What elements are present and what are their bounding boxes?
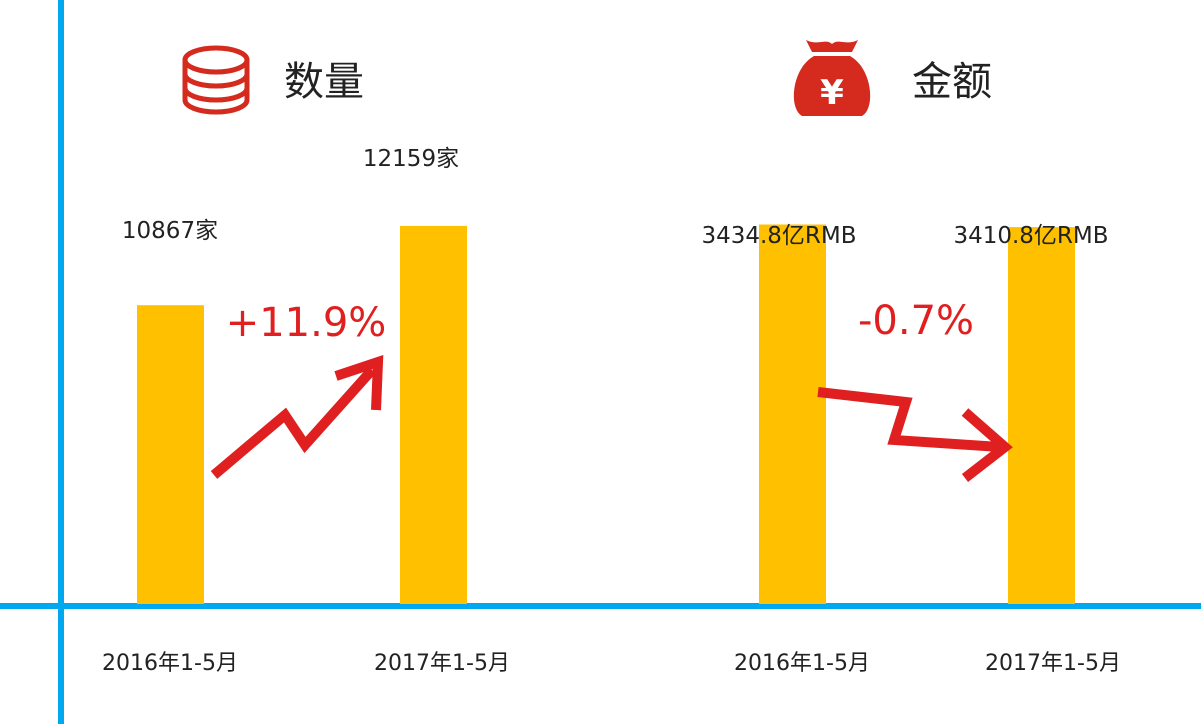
- change-label-quantity: +11.9%: [226, 300, 387, 346]
- coin-stack-icon: [182, 45, 250, 115]
- value-label-quantity-2016: 10867家: [122, 218, 218, 244]
- bar-quantity-2016: [137, 305, 204, 604]
- x-tick-quantity-2017: 2017年1-5月: [374, 651, 510, 676]
- panel-title-quantity: 数量: [284, 59, 364, 105]
- x-tick-amount-2016: 2016年1-5月: [734, 651, 870, 676]
- x-tick-amount-2017: 2017年1-5月: [985, 651, 1121, 676]
- bar-amount-2016: [759, 224, 826, 604]
- panel-title-amount: 金额: [912, 59, 992, 105]
- money-bag-yuan-icon: ¥: [793, 40, 871, 116]
- change-label-amount: -0.7%: [858, 298, 974, 344]
- bar-amount-2017: [1008, 227, 1075, 604]
- x-tick-quantity-2016: 2016年1-5月: [102, 651, 238, 676]
- trend-down-arrow-icon: [817, 387, 1013, 482]
- value-label-quantity-2017: 12159家: [363, 146, 459, 172]
- value-label-amount-2017: 3410.8亿RMB: [953, 223, 1108, 249]
- value-label-amount-2016: 3434.8亿RMB: [701, 223, 856, 249]
- bar-quantity-2017: [400, 225, 467, 604]
- trend-up-arrow-icon: [210, 354, 384, 479]
- svg-text:¥: ¥: [820, 73, 844, 113]
